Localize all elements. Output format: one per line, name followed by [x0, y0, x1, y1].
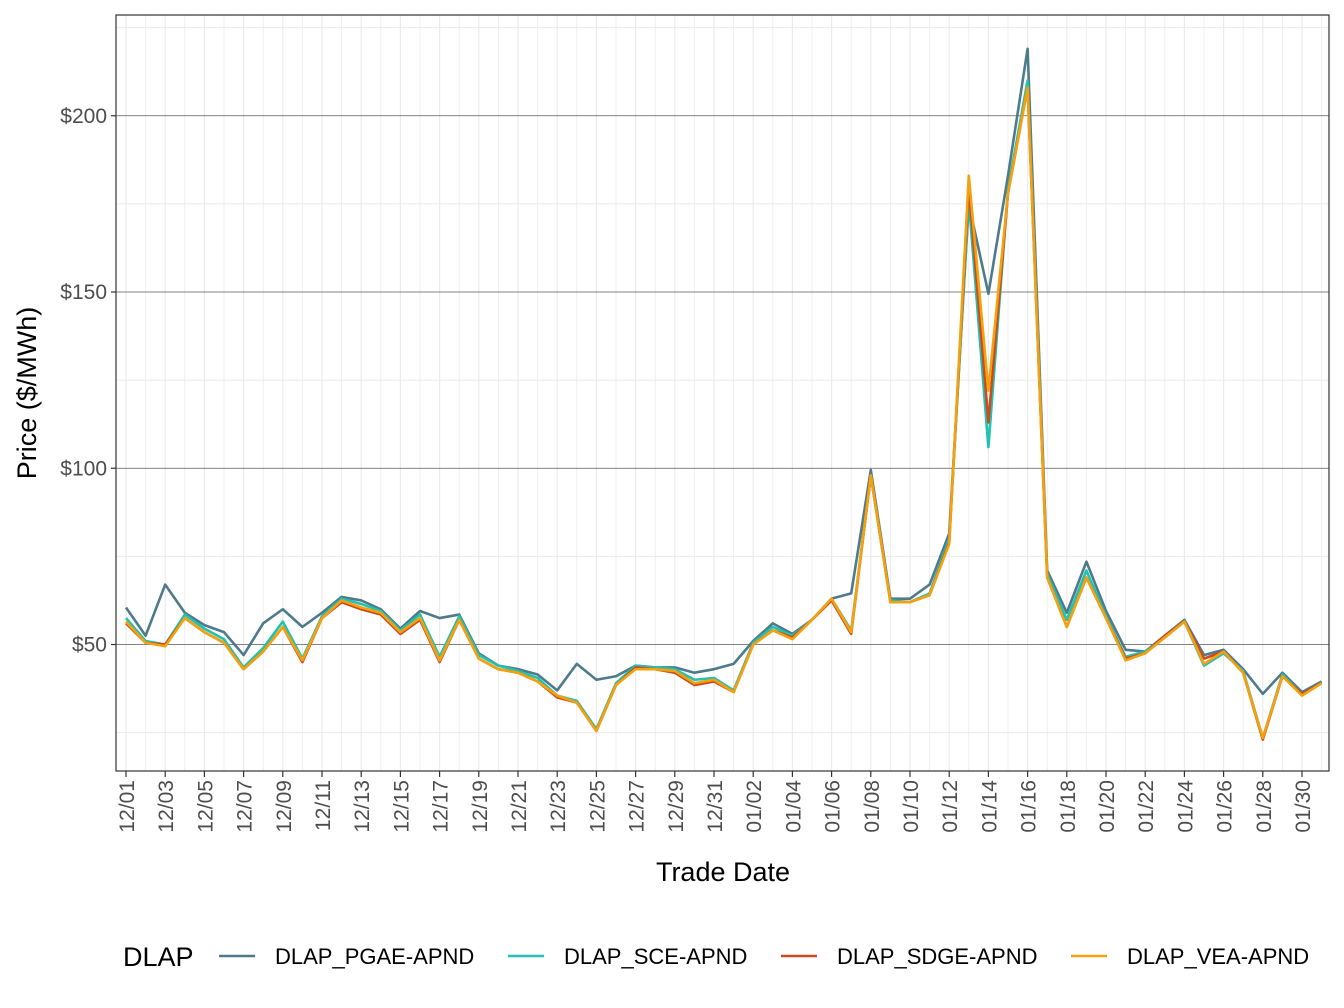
legend-label: DLAP_VEA-APND — [1127, 944, 1309, 969]
x-tick-label: 01/06 — [822, 780, 845, 833]
x-tick-label: 12/27 — [626, 780, 649, 833]
x-tick-label: 12/15 — [390, 780, 413, 833]
x-tick-label: 12/21 — [508, 780, 531, 833]
x-tick-label: 12/17 — [430, 780, 453, 833]
x-tick-label: 01/30 — [1292, 780, 1315, 833]
x-tick-label: 12/09 — [273, 780, 296, 833]
y-tick-label: $100 — [60, 457, 107, 480]
x-tick-label: 01/12 — [939, 780, 962, 833]
panel-border — [115, 14, 1330, 772]
series-line-dlap-pgae-apnd — [124, 47, 1323, 696]
y-axis: $50 $100 $150 $200 — [60, 105, 116, 657]
series-line-dlap-vea-apnd — [125, 86, 1323, 740]
plot-panel — [115, 14, 1330, 772]
legend-label: DLAP_PGAE-APND — [275, 944, 474, 969]
x-tick-label: 12/01 — [116, 780, 139, 833]
legend: DLAP DLAP_PGAE-APND DLAP_SCE-APND DLAP_SDG… — [123, 942, 1309, 972]
x-tick-label: 01/08 — [861, 780, 884, 833]
y-tick-label: $200 — [60, 105, 107, 128]
x-tick-label: 01/20 — [1096, 780, 1119, 833]
x-tick-label: 01/04 — [782, 780, 805, 833]
legend-title: DLAP — [123, 942, 194, 972]
x-axis: 12/01 12/03 12/05 12/07 12/09 12/11 12/13 12/15… — [116, 771, 1315, 833]
y-tick-label: $50 — [72, 634, 107, 657]
x-tick-label: 01/28 — [1253, 780, 1276, 833]
x-tick-label: 12/13 — [351, 780, 374, 833]
x-tick-label: 12/07 — [234, 780, 257, 833]
panel-background — [116, 15, 1329, 771]
x-tick-label: 12/11 — [312, 780, 335, 831]
legend-label: DLAP_SDGE-APND — [837, 944, 1038, 969]
x-tick-label: 01/16 — [1018, 780, 1041, 833]
x-tick-label: 01/18 — [1057, 780, 1080, 833]
legend-label: DLAP_SCE-APND — [564, 944, 747, 969]
x-tick-label: 01/24 — [1174, 780, 1197, 833]
x-tick-label: 01/26 — [1214, 780, 1237, 833]
y-axis-title: Price ($/MWh) — [12, 307, 42, 480]
x-tick-label: 12/31 — [704, 780, 727, 833]
x-tick-label: 01/22 — [1135, 780, 1158, 833]
x-axis-title: Trade Date — [656, 857, 790, 887]
x-tick-label: 12/23 — [547, 780, 570, 833]
y-tick-label: $150 — [60, 281, 107, 304]
x-tick-label: 12/25 — [586, 780, 609, 833]
x-tick-label: 12/05 — [194, 780, 217, 833]
x-tick-label: 01/10 — [900, 780, 923, 833]
x-tick-label: 12/03 — [155, 780, 178, 833]
x-tick-label: 12/19 — [469, 780, 492, 833]
x-tick-label: 01/14 — [978, 780, 1001, 833]
x-tick-label: 12/29 — [665, 780, 688, 833]
x-tick-label: 01/02 — [743, 780, 766, 833]
